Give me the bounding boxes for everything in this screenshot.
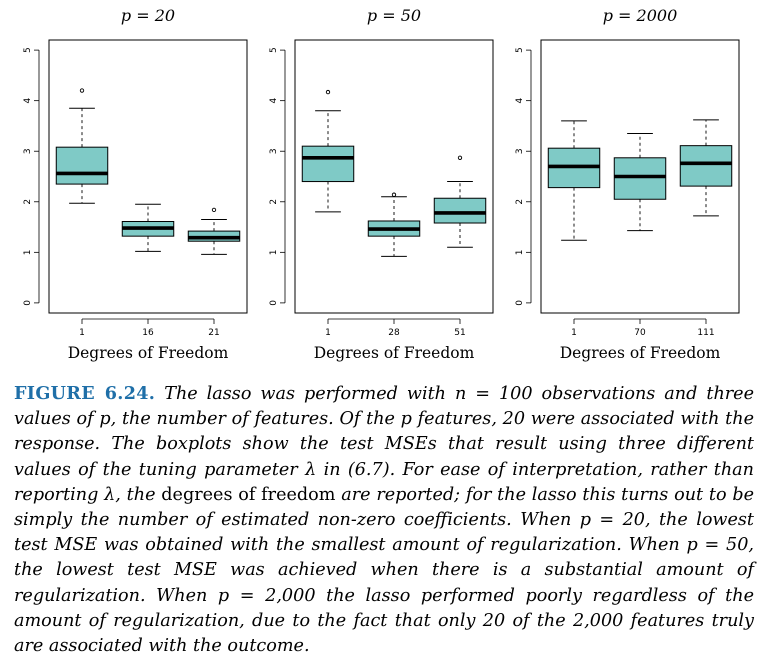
panel-1-box bbox=[55, 146, 109, 185]
panel-2-x-tick-label: 1 bbox=[325, 328, 331, 338]
panel-3-y-tick-label: 1 bbox=[515, 249, 525, 255]
panel-1-y-tick-label: 2 bbox=[23, 199, 33, 205]
panel-2-box bbox=[433, 197, 487, 224]
panel-1-y-tick-label: 0 bbox=[23, 300, 33, 306]
panel-1-title: p = 20 bbox=[121, 6, 175, 25]
panel-2-title: p = 50 bbox=[367, 6, 421, 25]
panel-2-outlier-point bbox=[325, 89, 331, 95]
panel-2-y-tick-label: 5 bbox=[269, 47, 279, 53]
panel-1-x-tick-label: 1 bbox=[79, 328, 85, 338]
panel-3-y-tick-label: 5 bbox=[515, 47, 525, 53]
figure-label: FIGURE 6.24. bbox=[14, 383, 156, 404]
caption-text-part1: The lasso was performed with n = 100 obs… bbox=[14, 384, 755, 505]
panel-1-x-tick-label: 16 bbox=[142, 328, 154, 338]
caption-degrees-of-freedom: degrees of freedom bbox=[161, 484, 336, 505]
panel-1-y-tick-label: 4 bbox=[23, 98, 33, 104]
panel-3-xlabel: Degrees of Freedom bbox=[560, 344, 721, 362]
panel-2-y-tick-label: 4 bbox=[269, 98, 279, 104]
panel-3-title: p = 2000 bbox=[603, 6, 678, 25]
panel-1-frame bbox=[48, 39, 248, 314]
panel-3-box bbox=[679, 145, 733, 187]
panel-2-x-tick-label: 51 bbox=[454, 328, 465, 338]
panel-2-xlabel: Degrees of Freedom bbox=[314, 344, 475, 362]
panel-1-outlier-point bbox=[79, 88, 85, 93]
panel-3-y-tick-label: 4 bbox=[515, 98, 525, 104]
panel-3-frame bbox=[540, 39, 740, 314]
panel-2-y-tick-label: 3 bbox=[269, 148, 279, 154]
panel-3-x-tick-label: 1 bbox=[571, 328, 577, 338]
panel-2-outlier-point bbox=[391, 192, 397, 197]
panel-3-box bbox=[613, 157, 667, 200]
panel-3-x-tick-label: 70 bbox=[634, 328, 646, 338]
panel-2-frame bbox=[294, 39, 494, 314]
panel-2-x-tick-label: 28 bbox=[388, 328, 400, 338]
panel-1-outlier-point bbox=[211, 207, 217, 213]
panel-2-box bbox=[301, 145, 355, 183]
panel-3-y-tick-label: 0 bbox=[515, 300, 525, 306]
panel-3-x-tick-label: 111 bbox=[697, 328, 714, 338]
panel-1-y-tick-label: 1 bbox=[23, 249, 33, 255]
panel-1-y-tick-label: 3 bbox=[23, 148, 33, 154]
panel-1-xlabel: Degrees of Freedom bbox=[68, 344, 229, 362]
panel-1-y-tick-label: 5 bbox=[23, 47, 33, 53]
panel-2-y-tick-label: 2 bbox=[269, 199, 279, 205]
figure-caption: FIGURE 6.24. The lasso was performed wit… bbox=[14, 381, 754, 659]
panel-2-y-tick-label: 1 bbox=[269, 249, 279, 255]
caption-text-part2: are reported; for the lasso this turns o… bbox=[14, 484, 755, 657]
panel-2-outlier-point bbox=[457, 155, 463, 160]
panel-3-y-tick-label: 2 bbox=[515, 199, 525, 205]
panel-3-y-tick-label: 3 bbox=[515, 148, 525, 154]
panel-2-y-tick-label: 0 bbox=[269, 300, 279, 306]
panel-1-x-tick-label: 21 bbox=[208, 328, 219, 338]
